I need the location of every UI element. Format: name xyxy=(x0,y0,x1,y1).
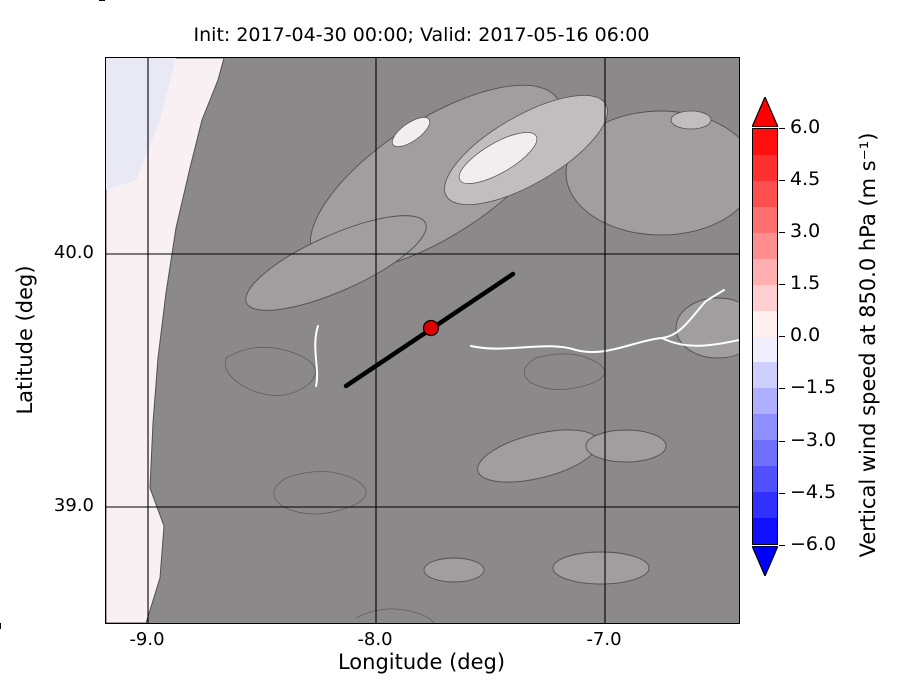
plot-area xyxy=(105,57,740,624)
ocean-region xyxy=(106,58,225,623)
colorbar-tick-label: 0.0 xyxy=(790,324,821,346)
colorbar-segment xyxy=(753,232,777,259)
ocean-cool-patch xyxy=(106,58,176,190)
colorbar-segment xyxy=(753,180,777,207)
colorbar-segment xyxy=(753,129,777,155)
colorbar-segment xyxy=(753,154,777,181)
y-tick-mark xyxy=(99,0,105,2)
colorbar-extend-bottom xyxy=(752,546,778,576)
river-main xyxy=(470,289,725,354)
map-svg xyxy=(106,58,739,623)
colorbar-gradient xyxy=(752,128,778,545)
station-marker xyxy=(422,319,440,337)
x-tick-label: -9.0 xyxy=(129,629,165,650)
colorbar-segment xyxy=(753,518,777,544)
y-axis-label: Latitude (deg) xyxy=(13,265,37,415)
river-branch xyxy=(661,337,739,347)
terrain-contour xyxy=(523,353,605,390)
summit-region xyxy=(458,132,538,184)
colorbar-tick-label: −1.5 xyxy=(790,376,837,398)
terrain-contour xyxy=(273,471,367,515)
colorbar-tick-mark xyxy=(779,336,785,338)
colorbar-tick-label: −3.0 xyxy=(790,429,837,451)
colorbar-segment xyxy=(753,284,777,311)
colorbar-segment xyxy=(753,388,777,415)
colorbar-tick-mark xyxy=(779,493,785,495)
colorbar-tick-mark xyxy=(779,441,785,443)
x-axis-label: Longitude (deg) xyxy=(337,650,506,674)
colorbar-tick-label: 6.0 xyxy=(790,116,821,138)
colorbar-tick-label: −4.5 xyxy=(790,481,837,503)
upland-blob-s3 xyxy=(552,551,650,585)
colorbar-segment xyxy=(753,258,777,285)
x-tick-mark xyxy=(0,623,2,629)
colorbar-tick-mark xyxy=(779,545,785,547)
colorbar-segment xyxy=(753,440,777,467)
figure-title: Init: 2017-04-30 00:00; Valid: 2017-05-1… xyxy=(193,24,650,46)
colorbar-tick-label: 1.5 xyxy=(790,272,821,294)
upland-blob-s2 xyxy=(585,429,667,463)
colorbar-segment xyxy=(753,206,777,233)
upland-band-w xyxy=(245,215,427,311)
y-tick-label: 39.0 xyxy=(53,495,94,516)
y-tick-label: 40.0 xyxy=(53,242,94,263)
upland-blob-s4 xyxy=(423,557,485,583)
river-small xyxy=(314,325,319,387)
terrain-contour xyxy=(224,346,316,396)
colorbar-tick-mark xyxy=(779,180,785,182)
colorbar-tick-label: −6.0 xyxy=(790,533,837,555)
colorbar-segment xyxy=(753,336,777,363)
x-tick-label: -8.0 xyxy=(357,629,393,650)
colorbar-tick-label: 4.5 xyxy=(790,168,821,190)
terrain-contour xyxy=(355,608,435,623)
colorbar-segment xyxy=(753,310,777,337)
colorbar-extend-top xyxy=(752,97,778,127)
colorbar-segment xyxy=(753,362,777,389)
colorbar-segment xyxy=(753,414,777,441)
colorbar-tick-label: 3.0 xyxy=(790,220,821,242)
colorbar-tick-mark xyxy=(779,388,785,390)
upland-region-ne xyxy=(565,110,739,236)
colorbar-tick-mark xyxy=(779,284,785,286)
colorbar-tick-mark xyxy=(779,128,785,130)
summit-region-2 xyxy=(391,117,431,147)
colorbar-segment xyxy=(753,466,777,493)
colorbar-tick-mark xyxy=(779,232,785,234)
colorbar-segment xyxy=(753,492,777,519)
high-spot-ne xyxy=(670,110,712,130)
x-tick-label: -7.0 xyxy=(586,629,622,650)
colorbar-label: Vertical wind speed at 850.0 hPa (m s⁻¹) xyxy=(856,132,880,558)
